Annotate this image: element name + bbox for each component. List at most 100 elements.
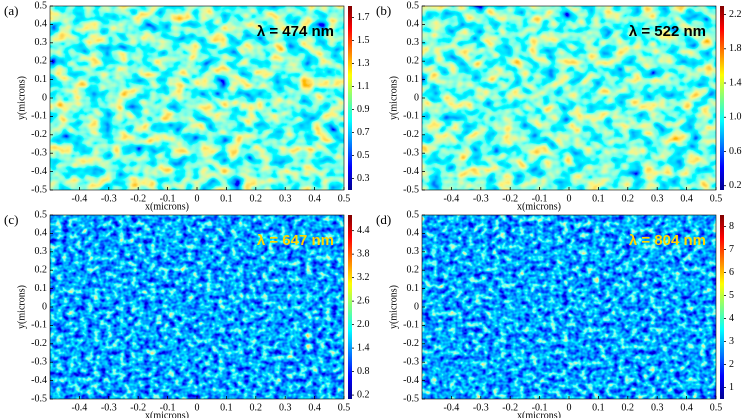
y-tick-label: 0.5 xyxy=(35,0,48,11)
x-tick-label: 0 xyxy=(567,402,572,413)
y-tick-label: 0.2 xyxy=(407,264,420,275)
colorbar-tick-label: 0.5 xyxy=(357,150,370,161)
y-tick-label: 0.5 xyxy=(407,0,420,11)
panel-title: λ = 474 nm xyxy=(257,23,334,40)
y-tick-label: 0.2 xyxy=(35,55,48,66)
y-tick-label: 0.4 xyxy=(407,228,420,239)
x-tick-label: 0.4 xyxy=(680,193,693,204)
y-tick-label: -0.3 xyxy=(31,147,47,158)
x-tick-label: -0.2 xyxy=(130,402,146,413)
x-tick-label: -0.1 xyxy=(160,402,176,413)
x-tick-label: 0.1 xyxy=(220,193,233,204)
panel: -0.4 -0.3 -0.2 -0.1 0 0.1 0.2 0.3 0.4 0.5 -0.5 -0.4… xyxy=(4,209,370,418)
y-tick-label: 0.2 xyxy=(35,264,48,275)
colorbar-tick-label: 2 xyxy=(729,359,734,370)
colorbar-tick-label: 1.0 xyxy=(729,112,742,123)
x-tick-label: 0.4 xyxy=(680,402,693,413)
heatmap-field xyxy=(50,215,344,399)
y-tick-label: -0.4 xyxy=(31,375,47,386)
y-tick-label: 0.1 xyxy=(35,283,48,294)
colorbar xyxy=(348,6,352,190)
y-tick-label: -0.4 xyxy=(403,375,419,386)
x-tick-label: -0.1 xyxy=(160,193,176,204)
x-tick-label: 0.3 xyxy=(651,193,664,204)
y-axis-label: y(microns) xyxy=(388,76,399,120)
colorbar-tick-label: 1.5 xyxy=(357,35,370,46)
colorbar-tick-label: 1.4 xyxy=(357,342,370,353)
y-tick-label: -0.5 xyxy=(31,393,47,404)
colorbar-tick-label: 0.8 xyxy=(357,366,370,377)
y-tick-label: 0.3 xyxy=(407,37,420,48)
x-tick-label: 0.3 xyxy=(279,193,292,204)
x-tick-label: 0.3 xyxy=(279,402,292,413)
heatmap-field xyxy=(422,6,716,190)
colorbar-tick-label: 1.7 xyxy=(357,12,370,23)
colorbar-tick-label: 2.0 xyxy=(357,319,370,330)
y-tick-label: -0.1 xyxy=(31,111,47,122)
y-tick-label: 0.3 xyxy=(407,246,420,257)
y-tick-label: 0.3 xyxy=(35,37,48,48)
colorbar-tick-label: 3.8 xyxy=(357,248,370,259)
y-tick-label: -0.4 xyxy=(31,166,47,177)
x-tick-label: 0.3 xyxy=(651,402,664,413)
colorbar-tick-label: 0.7 xyxy=(357,127,370,138)
y-tick-label: 0.2 xyxy=(407,55,420,66)
y-tick-label: 0 xyxy=(42,301,47,312)
colorbar-tick-label: 5 xyxy=(729,290,734,301)
x-tick-label: 0.1 xyxy=(592,193,605,204)
x-tick-label: 0.2 xyxy=(622,193,635,204)
x-tick-label: -0.2 xyxy=(502,402,518,413)
colorbar-tick-label: 6 xyxy=(729,267,734,278)
x-tick-label: -0.4 xyxy=(443,402,459,413)
x-axis-label: x(microns) xyxy=(145,410,189,418)
y-tick-label: 0.4 xyxy=(35,228,48,239)
x-tick-label: -0.3 xyxy=(101,193,117,204)
y-tick-label: -0.3 xyxy=(403,147,419,158)
y-tick-label: -0.2 xyxy=(31,338,47,349)
y-tick-label: -0.2 xyxy=(403,338,419,349)
y-axis-label: y(microns) xyxy=(16,76,27,120)
x-tick-label: -0.3 xyxy=(473,402,489,413)
y-tick-label: 0.4 xyxy=(407,19,420,30)
colorbar-tick-label: 3.2 xyxy=(357,272,370,283)
colorbar-tick-label: 4 xyxy=(729,313,734,324)
x-tick-label: 0.4 xyxy=(308,402,321,413)
x-tick-label: -0.1 xyxy=(532,193,548,204)
x-axis-label: x(microns) xyxy=(517,410,561,418)
x-tick-label: 0.5 xyxy=(338,193,351,204)
y-tick-label: 0.1 xyxy=(407,74,420,85)
y-axis-label: y(microns) xyxy=(388,285,399,329)
y-tick-label: -0.2 xyxy=(403,129,419,140)
y-tick-label: -0.1 xyxy=(403,111,419,122)
x-tick-label: -0.2 xyxy=(130,193,146,204)
panel-label: (d) xyxy=(376,212,391,227)
colorbar-tick-label: 1.8 xyxy=(729,43,742,54)
panel-title: λ = 804 nm xyxy=(629,232,706,249)
y-tick-label: 0 xyxy=(42,92,47,103)
y-tick-label: -0.5 xyxy=(403,393,419,404)
panel: -0.4 -0.3 -0.2 -0.1 0 0.1 0.2 0.3 0.4 0.5 -0.5 -0.4… xyxy=(4,0,370,212)
heatmap-field xyxy=(422,215,716,399)
y-tick-label: -0.5 xyxy=(403,184,419,195)
panel: -0.4 -0.3 -0.2 -0.1 0 0.1 0.2 0.3 0.4 0.5 -0.5 -0.4… xyxy=(376,209,734,418)
panel-label: (b) xyxy=(376,3,391,18)
y-tick-label: -0.2 xyxy=(31,129,47,140)
y-tick-label: -0.1 xyxy=(31,320,47,331)
x-tick-label: 0 xyxy=(195,402,200,413)
x-axis-label: x(microns) xyxy=(517,201,561,212)
y-tick-label: 0.4 xyxy=(35,19,48,30)
colorbar-tick-label: 2.6 xyxy=(357,295,370,306)
y-tick-label: 0.3 xyxy=(35,246,48,257)
x-tick-label: 0.1 xyxy=(592,402,605,413)
colorbar-tick-label: 1.4 xyxy=(729,77,742,88)
colorbar xyxy=(720,215,724,399)
y-tick-label: 0.5 xyxy=(35,209,48,220)
x-tick-label: 0 xyxy=(195,193,200,204)
colorbar-tick-label: 0.6 xyxy=(729,146,742,157)
heatmap-field xyxy=(50,6,344,190)
x-tick-label: -0.2 xyxy=(502,193,518,204)
colorbar-tick-label: 8 xyxy=(729,221,734,232)
x-axis-label: x(microns) xyxy=(145,201,189,212)
x-tick-label: -0.3 xyxy=(101,402,117,413)
